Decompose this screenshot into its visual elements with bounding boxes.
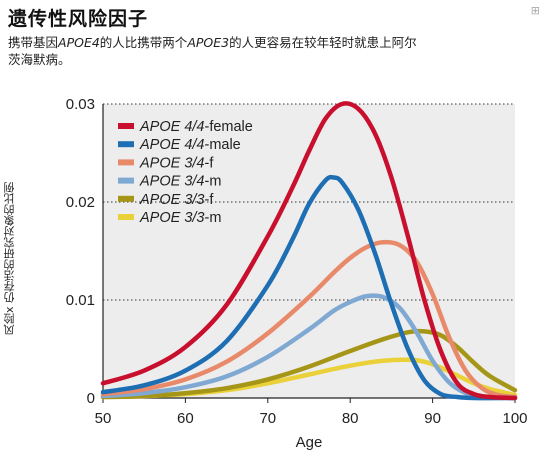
- x-tick-label-3: 80: [342, 410, 359, 427]
- page-title: 遗传性风险因子: [8, 8, 149, 30]
- expand-icon[interactable]: ⊞: [530, 5, 540, 17]
- y-axis-label: 风险x 仍存活的研究对象的比例: [3, 181, 16, 335]
- y-tick-label-0: 0: [87, 390, 95, 407]
- x-tick-label-1: 60: [177, 410, 194, 427]
- legend-label-3: APOE 3/4-m: [139, 174, 221, 190]
- subtitle-gene-2: APOE3: [187, 35, 230, 50]
- y-tick-label-1: 0.01: [66, 292, 95, 309]
- legend-label-5: APOE 3/3-m: [139, 210, 221, 226]
- subtitle-text-1: 携带基因: [8, 35, 59, 50]
- legend-label-2: APOE 3/4-f: [139, 155, 214, 171]
- x-tick-label-2: 70: [259, 410, 276, 427]
- legend-label-4: APOE 3/3-f: [139, 192, 214, 208]
- x-tick-label-4: 90: [424, 410, 441, 427]
- y-tick-label-2: 0.02: [66, 194, 95, 211]
- page-subtitle: 携带基因APOE4的人比携带两个APOE3的人更容易在较年轻时就患上阿尔茨海默病…: [8, 34, 428, 68]
- series-line-0: [100, 101, 518, 401]
- series-line-3: [100, 293, 518, 401]
- legend-label-1: APOE 4/4-male: [139, 137, 241, 153]
- subtitle-text-3: 的人更容易在较年轻时就患上阿尔茨海默病。: [8, 35, 417, 67]
- subtitle-text-2: 的人比携带两个: [99, 35, 188, 50]
- x-tick-label-0: 50: [95, 410, 112, 427]
- series-line-4: [100, 328, 518, 400]
- series-line-2: [100, 239, 518, 400]
- x-tick-label-5: 100: [502, 410, 527, 427]
- series-line-1: [100, 174, 518, 401]
- y-tick-label-3: 0.03: [66, 96, 95, 113]
- subtitle-gene-1: APOE4: [58, 35, 100, 50]
- x-axis-label: Age: [296, 434, 323, 451]
- legend-label-0: APOE 4/4-female: [139, 119, 253, 135]
